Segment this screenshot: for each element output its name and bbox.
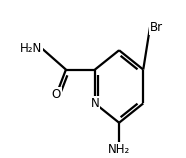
Text: Br: Br [150,21,163,33]
Text: NH₂: NH₂ [108,143,130,156]
Text: O: O [52,88,61,101]
Text: N: N [91,97,99,110]
Text: H₂N: H₂N [20,42,42,55]
